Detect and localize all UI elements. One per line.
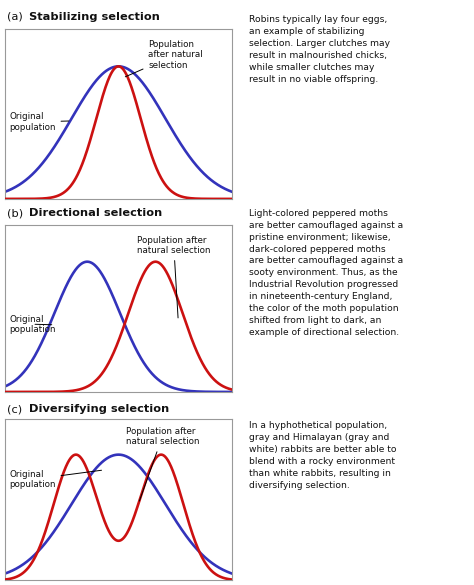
Text: Original
population: Original population bbox=[9, 470, 101, 489]
Text: Diversifying selection: Diversifying selection bbox=[29, 404, 170, 414]
Text: (b): (b) bbox=[7, 208, 27, 218]
Text: Original
population: Original population bbox=[9, 112, 69, 132]
Text: Original
population: Original population bbox=[9, 315, 55, 334]
Text: (c): (c) bbox=[7, 404, 26, 414]
Text: (a): (a) bbox=[7, 12, 27, 22]
Text: Population
after natural
selection: Population after natural selection bbox=[125, 40, 203, 77]
Text: In a hyphothetical population,
gray and Himalayan (gray and
white) rabbits are b: In a hyphothetical population, gray and … bbox=[249, 421, 396, 490]
Text: Directional selection: Directional selection bbox=[29, 208, 163, 218]
Text: Stabilizing selection: Stabilizing selection bbox=[29, 12, 160, 22]
Text: Population after
natural selection: Population after natural selection bbox=[126, 427, 199, 501]
Text: Population after
natural selection: Population after natural selection bbox=[137, 236, 210, 318]
Text: Robins typically lay four eggs,
an example of stabilizing
selection. Larger clut: Robins typically lay four eggs, an examp… bbox=[249, 15, 390, 84]
Text: Light-colored peppered moths
are better camouflaged against a
pristine environme: Light-colored peppered moths are better … bbox=[249, 209, 403, 337]
